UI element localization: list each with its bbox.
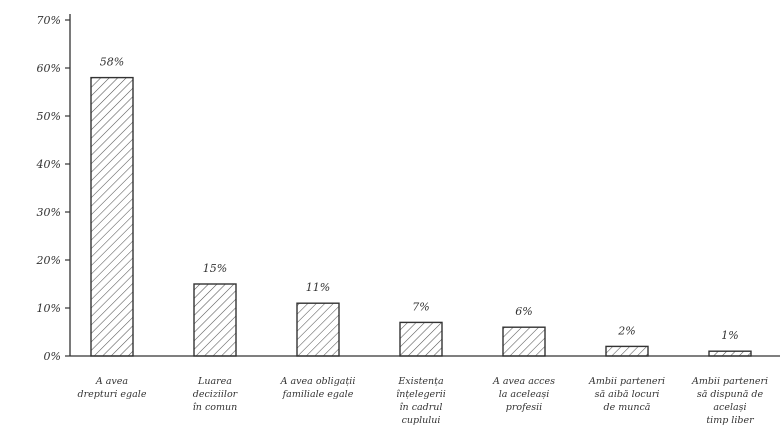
data-label: 1% xyxy=(721,329,738,342)
category-label: Ambii parteneri să aibă locuri de muncă xyxy=(588,376,665,413)
category-label-line: în comun xyxy=(193,402,237,413)
category-label-line: drepturi egale xyxy=(78,389,147,400)
bars xyxy=(90,76,752,357)
category-label-line: A avea acces xyxy=(492,376,555,387)
data-label: 15% xyxy=(203,262,227,275)
category-label-line: în cadrul xyxy=(400,402,443,413)
bar xyxy=(296,302,340,357)
category-label-line: deciziilor xyxy=(193,389,239,400)
data-label: 6% xyxy=(515,305,532,318)
bar xyxy=(502,326,546,357)
category-label-line: profesii xyxy=(506,402,542,413)
category-label-line: același xyxy=(713,402,746,413)
category-label-line: Ambii parteneri xyxy=(588,376,665,387)
bar xyxy=(90,76,134,357)
y-tick-label: 10% xyxy=(37,302,61,315)
category-label-line: de muncă xyxy=(604,402,651,413)
y-tick-label: 20% xyxy=(36,254,61,267)
y-tick-label: 60% xyxy=(37,62,61,75)
bar xyxy=(399,321,443,357)
y-tick-label: 0% xyxy=(44,350,61,363)
category-label-line: să dispună de xyxy=(697,389,764,400)
category-label-line: Existența xyxy=(397,376,444,387)
y-tick-label: 40% xyxy=(36,158,61,171)
bar xyxy=(708,350,752,357)
axes: 0% 10% 20% 30% 40% 50% 60% 70% xyxy=(36,14,780,363)
category-label: A avea acces la aceleași profesii xyxy=(492,376,555,413)
category-label: A avea obligații familiale egale xyxy=(280,376,356,400)
y-tick-label: 30% xyxy=(37,206,61,219)
category-label: A avea drepturi egale xyxy=(78,376,147,400)
category-label-line: Luarea xyxy=(197,376,232,387)
category-label-line: cuplului xyxy=(402,415,441,426)
labels: 58% A avea drepturi egale 15% Luarea deciziil… xyxy=(78,56,768,426)
data-label: 2% xyxy=(617,324,635,337)
category-label: Existența înțelegerii în cadrul cuplului xyxy=(396,376,446,426)
data-label: 7% xyxy=(412,300,429,313)
category-label-line: înțelegerii xyxy=(396,389,446,400)
y-tick-label: 50% xyxy=(37,110,61,123)
category-label-line: la aceleași xyxy=(499,389,550,400)
category-label: Luarea deciziilor în comun xyxy=(193,376,239,413)
category-label: Ambii parteneri să dispună de același timp … xyxy=(691,376,768,426)
data-label: 58% xyxy=(100,56,124,69)
y-tick-label: 70% xyxy=(37,14,61,27)
category-label-line: A avea obligații xyxy=(280,376,356,387)
category-label-line: timp liber xyxy=(706,415,755,426)
category-label-line: Ambii parteneri xyxy=(691,376,768,387)
category-label-line: să aibă locuri xyxy=(595,389,660,400)
bar xyxy=(605,345,649,357)
bar xyxy=(193,283,237,357)
data-label: 11% xyxy=(306,281,330,294)
category-label-line: A avea xyxy=(95,376,129,387)
category-label-line: familiale egale xyxy=(282,389,354,400)
